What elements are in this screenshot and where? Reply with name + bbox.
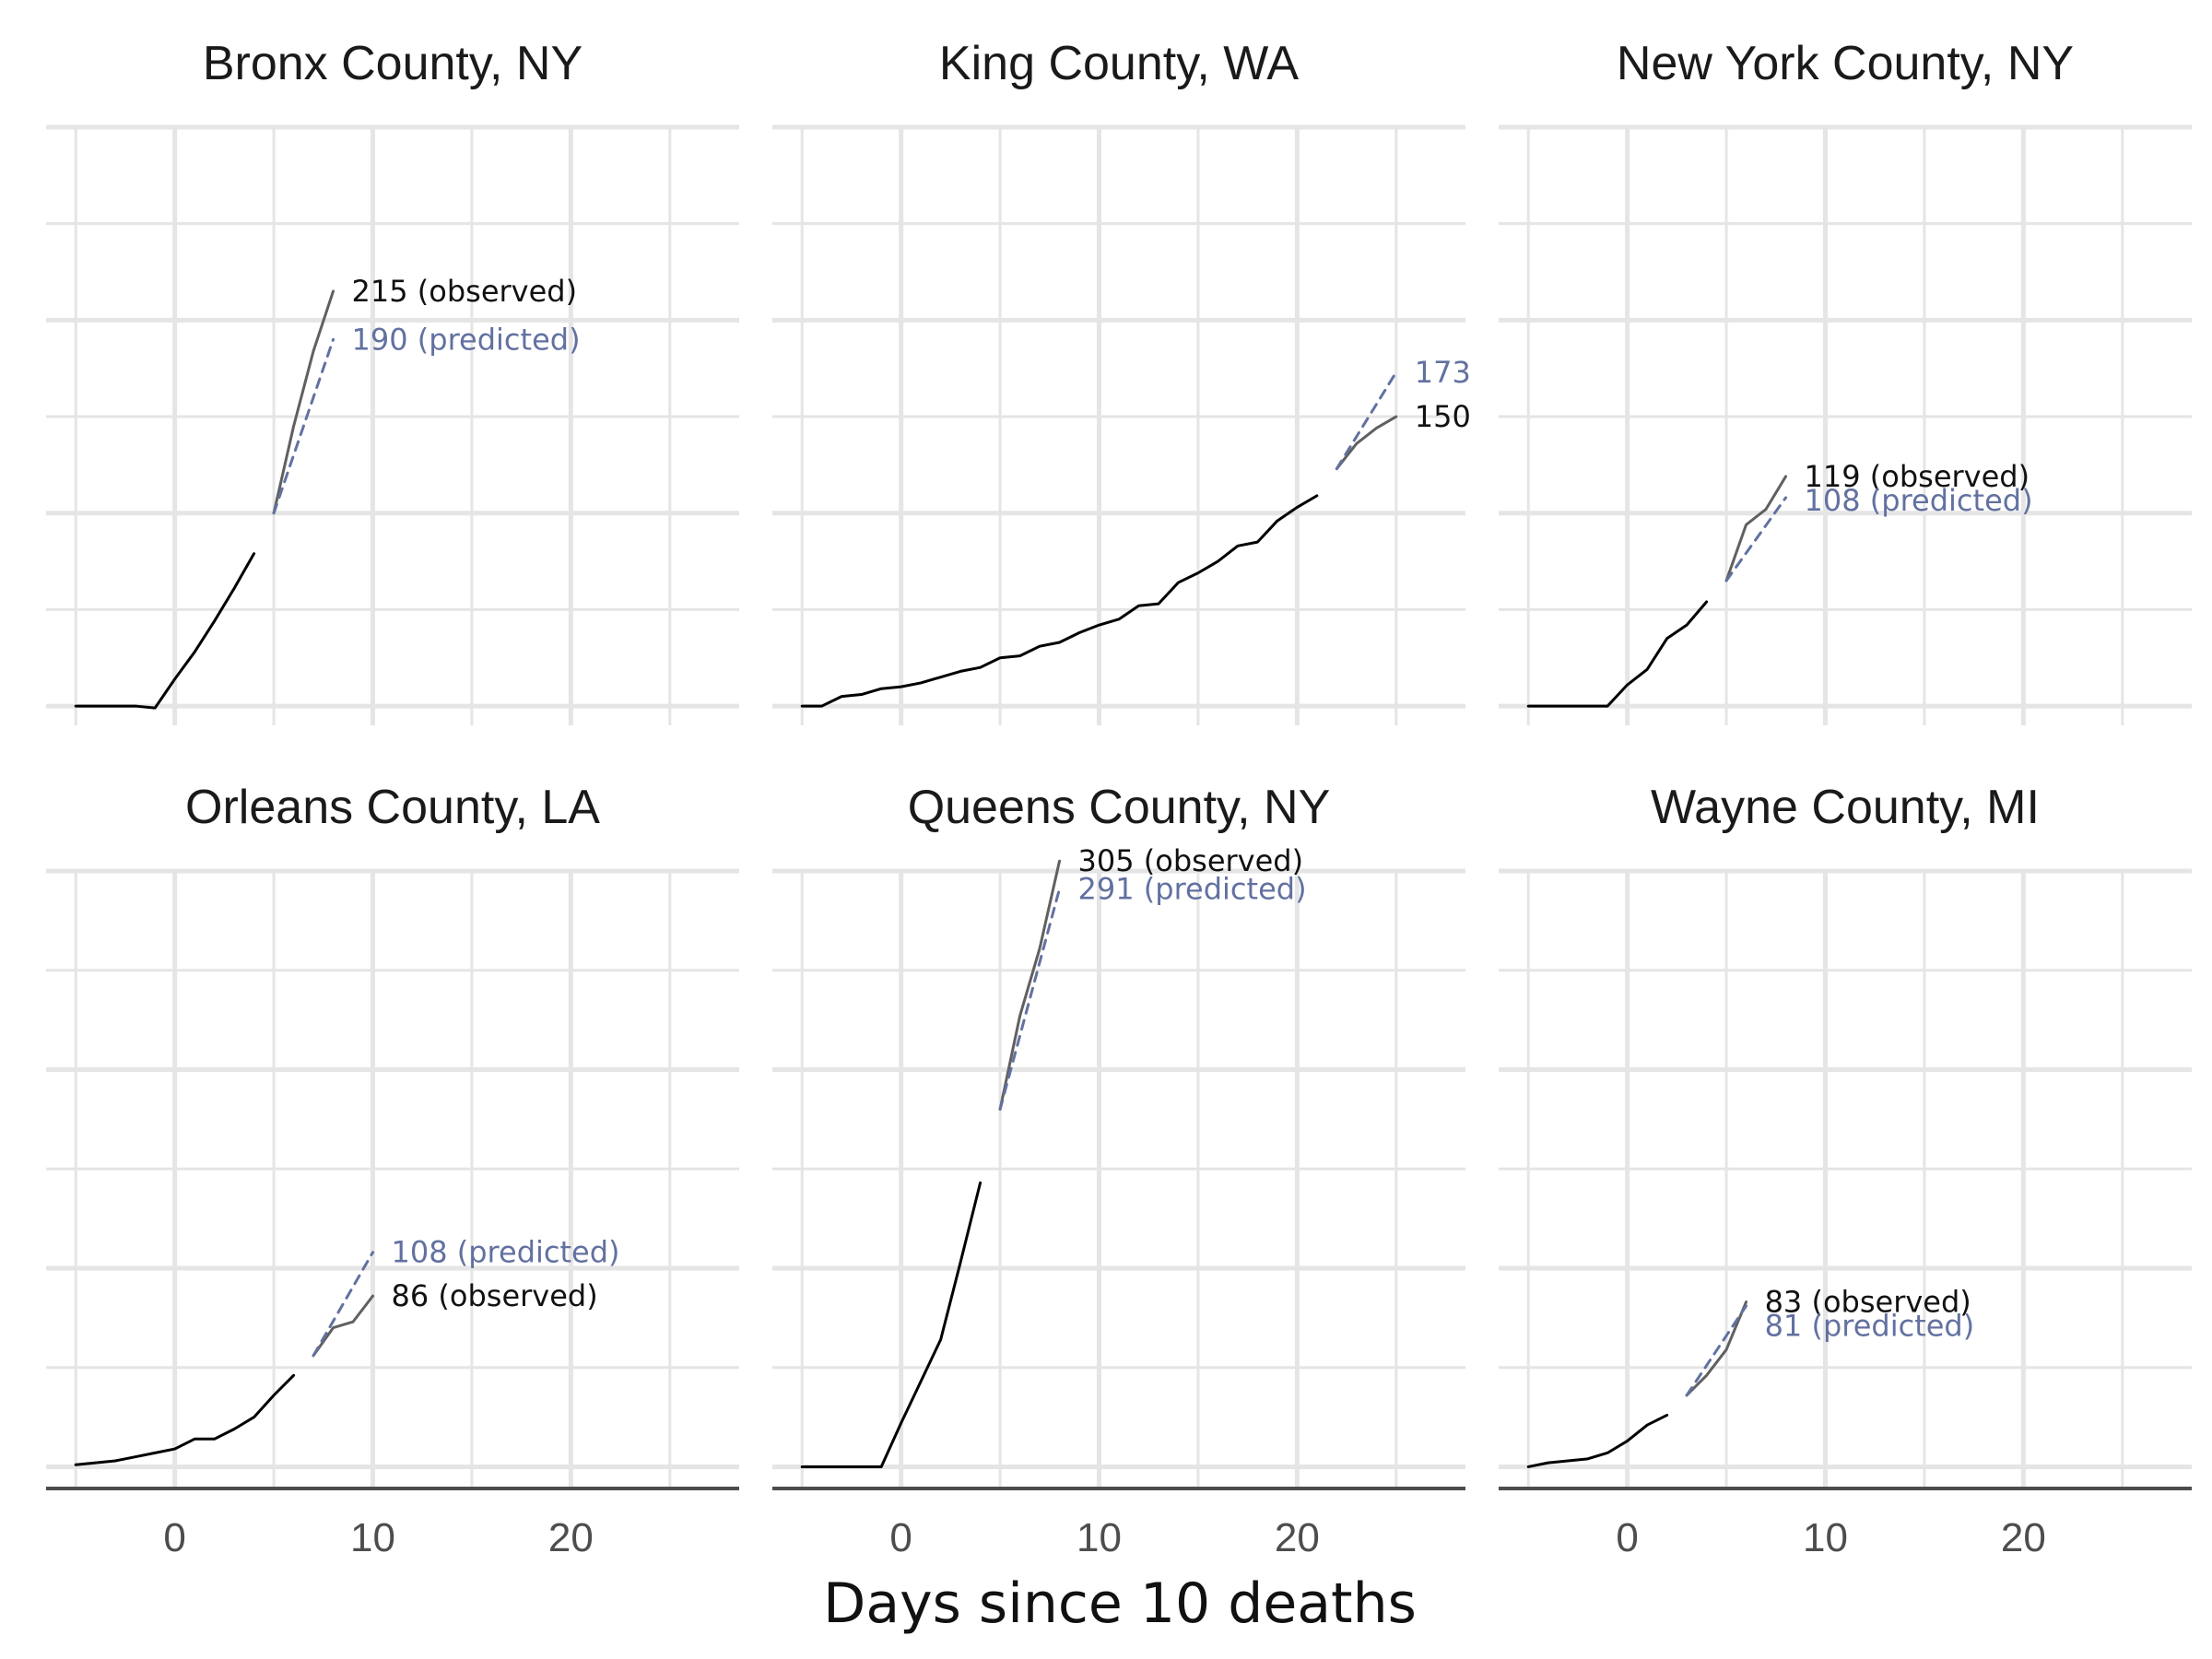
- x-tick-label: 10: [350, 1515, 395, 1560]
- observed-label: 150: [1415, 399, 1471, 434]
- panel-2: King County, WA 150 173: [772, 37, 1471, 725]
- predicted-label: 108 (predicted): [1805, 483, 2033, 518]
- recent-observed-line: [998, 859, 1062, 1112]
- grid-lines: [1499, 124, 2192, 725]
- panel-title: Orleans County, LA: [185, 781, 600, 834]
- observed-line: [1526, 600, 1709, 708]
- panel-title: Queens County, NY: [908, 781, 1331, 834]
- grid-lines: [772, 868, 1465, 1487]
- predicted-line: [312, 1251, 375, 1358]
- grid-lines: [772, 124, 1465, 725]
- recent-observed-line: [1685, 1300, 1748, 1397]
- chart-panels: Bronx County, NY 215 (observed) 190 (predi…: [46, 37, 2192, 1560]
- observed-line: [800, 1181, 982, 1468]
- recent-observed-line: [272, 289, 335, 515]
- observed-line: [74, 552, 256, 710]
- panel-6: Wayne County, MI 0 10 20 83 (observed)81 (pr…: [1499, 781, 2192, 1560]
- x-tick-label: 10: [1803, 1515, 1848, 1560]
- predicted-label: 173: [1415, 355, 1471, 390]
- panel-title: New York County, NY: [1617, 37, 2074, 90]
- predicted-line: [272, 337, 335, 515]
- grid-lines: [1499, 868, 2192, 1487]
- predicted-label: 291 (predicted): [1078, 871, 1307, 906]
- observed-label: 305 (observed): [1078, 843, 1304, 878]
- observed-label: 86 (observed): [392, 1278, 598, 1313]
- x-tick-label: 0: [1616, 1515, 1638, 1560]
- predicted-label: 81 (predicted): [1765, 1309, 1975, 1344]
- observed-label: 83 (observed): [1765, 1285, 1971, 1320]
- recent-observed-line: [312, 1294, 375, 1358]
- panel-4: Orleans County, LA 0 10 20 86 (observed) 108 …: [46, 781, 739, 1560]
- x-axis-title: Days since 10 deaths: [823, 1571, 1417, 1636]
- observed-line: [74, 1373, 296, 1466]
- x-tick-label: 20: [2001, 1515, 2046, 1560]
- x-tick-label: 0: [889, 1515, 912, 1560]
- predicted-label: 190 (predicted): [352, 322, 581, 357]
- panel-title: Bronx County, NY: [203, 37, 582, 90]
- panel-title: King County, WA: [939, 37, 1299, 90]
- x-tick-label: 20: [548, 1515, 594, 1560]
- predicted-line: [1685, 1304, 1748, 1397]
- observed-line: [1526, 1413, 1669, 1468]
- observed-label: 215 (observed): [352, 274, 578, 309]
- x-tick-label: 10: [1077, 1515, 1122, 1560]
- x-tick-label: 0: [163, 1515, 185, 1560]
- observed-label: 119 (observed): [1805, 459, 2030, 494]
- predicted-label: 108 (predicted): [392, 1235, 620, 1270]
- panel-title: Wayne County, MI: [1651, 781, 2040, 834]
- predicted-line: [1724, 496, 1788, 582]
- recent-observed-line: [1335, 415, 1398, 471]
- x-tick-label: 20: [1275, 1515, 1320, 1560]
- panel-5: Queens County, NY 0 10 20 305 (observed)291 …: [772, 781, 1465, 1560]
- observed-line: [800, 494, 1319, 708]
- panel-3: New York County, NY 119 (observed)108 (pr…: [1499, 37, 2192, 725]
- recent-observed-line: [1724, 475, 1788, 582]
- panel-1: Bronx County, NY 215 (observed) 190 (predi…: [46, 37, 739, 725]
- predicted-line: [998, 887, 1062, 1112]
- grid-lines: [46, 124, 739, 725]
- grid-lines: [46, 868, 739, 1487]
- predicted-line: [1335, 371, 1398, 471]
